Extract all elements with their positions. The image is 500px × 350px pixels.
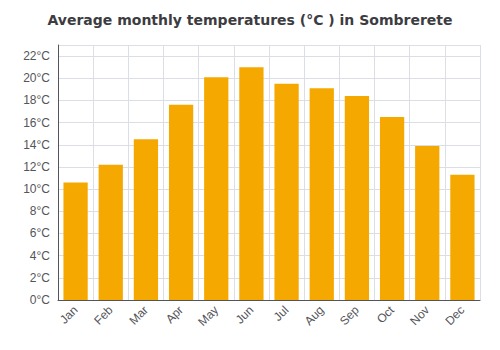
svg-text:Aug: Aug: [302, 303, 327, 328]
svg-text:16°C: 16°C: [23, 116, 50, 130]
svg-text:4°C: 4°C: [30, 249, 50, 263]
svg-text:Oct: Oct: [374, 303, 398, 327]
svg-text:20°C: 20°C: [23, 71, 50, 85]
svg-text:Feb: Feb: [91, 303, 116, 328]
svg-text:Jun: Jun: [233, 303, 257, 327]
svg-text:2°C: 2°C: [30, 271, 50, 285]
svg-text:12°C: 12°C: [23, 160, 50, 174]
svg-text:0°C: 0°C: [30, 293, 50, 307]
svg-text:Nov: Nov: [407, 303, 432, 328]
svg-text:Average monthly temperatures (: Average monthly temperatures (°C ) in So…: [48, 12, 453, 28]
svg-text:8°C: 8°C: [30, 204, 50, 218]
svg-text:Apr: Apr: [163, 303, 186, 326]
svg-text:Dec: Dec: [442, 303, 467, 328]
svg-text:Jan: Jan: [57, 303, 81, 327]
svg-text:6°C: 6°C: [30, 226, 50, 240]
svg-text:Mar: Mar: [126, 303, 151, 327]
svg-text:18°C: 18°C: [23, 93, 50, 107]
svg-text:10°C: 10°C: [23, 182, 50, 196]
svg-text:Jul: Jul: [271, 303, 292, 324]
svg-text:22°C: 22°C: [23, 49, 50, 63]
svg-text:May: May: [195, 303, 221, 329]
svg-text:14°C: 14°C: [23, 138, 50, 152]
svg-text:Sep: Sep: [337, 303, 362, 328]
